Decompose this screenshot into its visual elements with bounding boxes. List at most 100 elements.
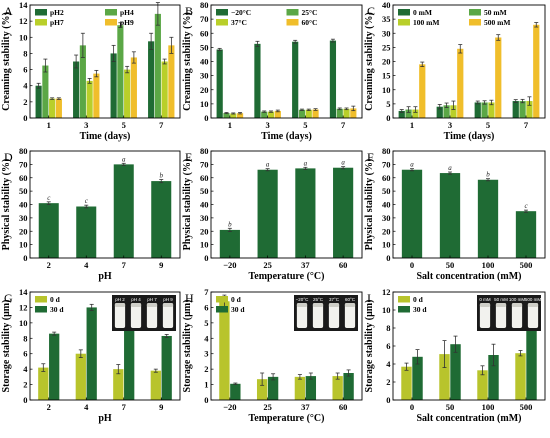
y-tick-label: 40 xyxy=(200,200,209,210)
panel-d: Dc c a b 0 10 20 30 40 50 60 70 80 2 4 7 9 pH Physical sta… xyxy=(1,146,181,282)
legend-entry: pH4 xyxy=(120,8,134,17)
vial-label: 60°C xyxy=(345,297,356,302)
y-tick-label: 2 xyxy=(386,377,390,387)
y-tick-label: 70 xyxy=(19,159,28,169)
bar xyxy=(439,173,461,258)
y-tick-label: 8 xyxy=(23,48,27,58)
legend-swatch xyxy=(469,9,481,16)
legend-swatch xyxy=(286,9,299,16)
y-tick-label: 40 xyxy=(382,0,391,10)
bar xyxy=(292,41,299,118)
bar xyxy=(495,37,502,118)
bar xyxy=(55,98,62,118)
panel-e: Eb a a a 0 10 20 30 40 50 60 70 80 −20 25 37 60 Temperatu… xyxy=(182,146,363,282)
bar xyxy=(76,206,97,258)
bar xyxy=(298,109,306,118)
vial-label: pH 7 xyxy=(147,297,157,302)
y-tick-label: 2 xyxy=(204,364,208,374)
x-tick-label: 25 xyxy=(263,260,272,270)
y-tick-label: 30 xyxy=(200,213,209,223)
vial xyxy=(479,303,491,328)
bar xyxy=(477,370,488,400)
y-tick-label: 60 xyxy=(19,173,28,183)
bar xyxy=(38,367,49,400)
legend-entry: 100 mM xyxy=(413,18,439,27)
vial xyxy=(146,303,158,328)
bar xyxy=(343,373,354,400)
legend-swatch xyxy=(35,9,47,16)
y-axis-label: Storage stability (μm) xyxy=(364,300,375,393)
y-tick-label: 0 xyxy=(23,113,27,123)
vial-cream-layer xyxy=(344,303,356,307)
y-tick-label: 50 xyxy=(382,186,391,196)
y-tick-label: 14 xyxy=(19,287,28,297)
x-tick-label: 0 xyxy=(410,260,414,270)
y-tick-label: 30 xyxy=(382,28,391,38)
bar xyxy=(412,109,419,118)
x-tick-label: 3 xyxy=(448,120,452,130)
x-tick-label: 50 xyxy=(446,260,455,270)
vial-label: 0 mM xyxy=(479,297,491,302)
y-tick-label: 0 xyxy=(204,395,208,405)
legend-swatch xyxy=(35,19,47,26)
vial-label: 50 mM xyxy=(494,297,508,302)
x-tick-label: 60 xyxy=(339,260,348,270)
y-axis-label: Physical stability (%) xyxy=(1,159,12,251)
significance-label: a xyxy=(122,155,126,163)
legend-entry: 37°C xyxy=(231,18,247,27)
legend-swatch xyxy=(398,19,410,26)
legend-swatch xyxy=(398,296,410,303)
x-tick-label: 25 xyxy=(263,402,272,412)
x-tick-label: 100 xyxy=(482,260,495,270)
x-tick-label: 5 xyxy=(303,120,307,130)
bar xyxy=(401,169,423,258)
y-tick-label: 4 xyxy=(386,359,391,369)
x-tick-label: 100 xyxy=(482,402,495,412)
vial-cream-layer xyxy=(511,303,523,307)
bar xyxy=(295,168,316,258)
legend-swatch xyxy=(35,296,47,303)
y-tick-label: 80 xyxy=(200,0,209,10)
y-tick-label: 8 xyxy=(386,323,390,333)
x-tick-label: 3 xyxy=(266,120,270,130)
bar xyxy=(398,110,405,118)
vial-cream-layer xyxy=(527,303,539,307)
significance-label: b xyxy=(228,220,232,228)
bar xyxy=(519,101,526,118)
panel-letter: I xyxy=(367,291,371,305)
panel-a: A 0 2 4 6 8 10 12 14 1 3 5 7 Time (days) Creaming stab… xyxy=(1,0,181,142)
bar xyxy=(343,108,350,118)
vial xyxy=(162,303,174,328)
x-tick-label: 3 xyxy=(84,120,88,130)
y-tick-label: 20 xyxy=(382,57,391,67)
legend-entry: 0 d xyxy=(50,295,61,304)
y-tick-label: 0 xyxy=(23,395,27,405)
vial xyxy=(511,303,523,328)
y-tick-label: 14 xyxy=(19,0,28,10)
bar xyxy=(130,57,137,118)
bar xyxy=(439,354,450,400)
panel-g: G 0 2 4 6 8 10 12 14 2 4 7 9 pH Storage stability (μm)… xyxy=(1,287,181,424)
bar xyxy=(86,307,97,400)
x-tick-label: 1 xyxy=(228,120,232,130)
legend-swatch xyxy=(216,296,228,303)
vial-cream-layer xyxy=(328,303,340,307)
bar xyxy=(73,61,80,118)
bar xyxy=(117,25,124,118)
legend-swatch xyxy=(216,19,228,26)
bar xyxy=(148,41,155,119)
bar xyxy=(79,45,86,118)
y-tick-label: 0 xyxy=(23,253,27,263)
legend-entry: pH7 xyxy=(50,18,64,27)
bar xyxy=(110,53,117,118)
vial-cream-layer xyxy=(495,303,507,307)
bar xyxy=(256,379,268,400)
bar xyxy=(161,335,172,400)
vial xyxy=(296,303,308,328)
panel-letter: F xyxy=(367,150,374,164)
y-tick-label: 0 xyxy=(204,253,208,263)
x-tick-label: 37 xyxy=(301,260,310,270)
bar xyxy=(333,167,354,258)
vial-cream-layer xyxy=(296,303,308,307)
